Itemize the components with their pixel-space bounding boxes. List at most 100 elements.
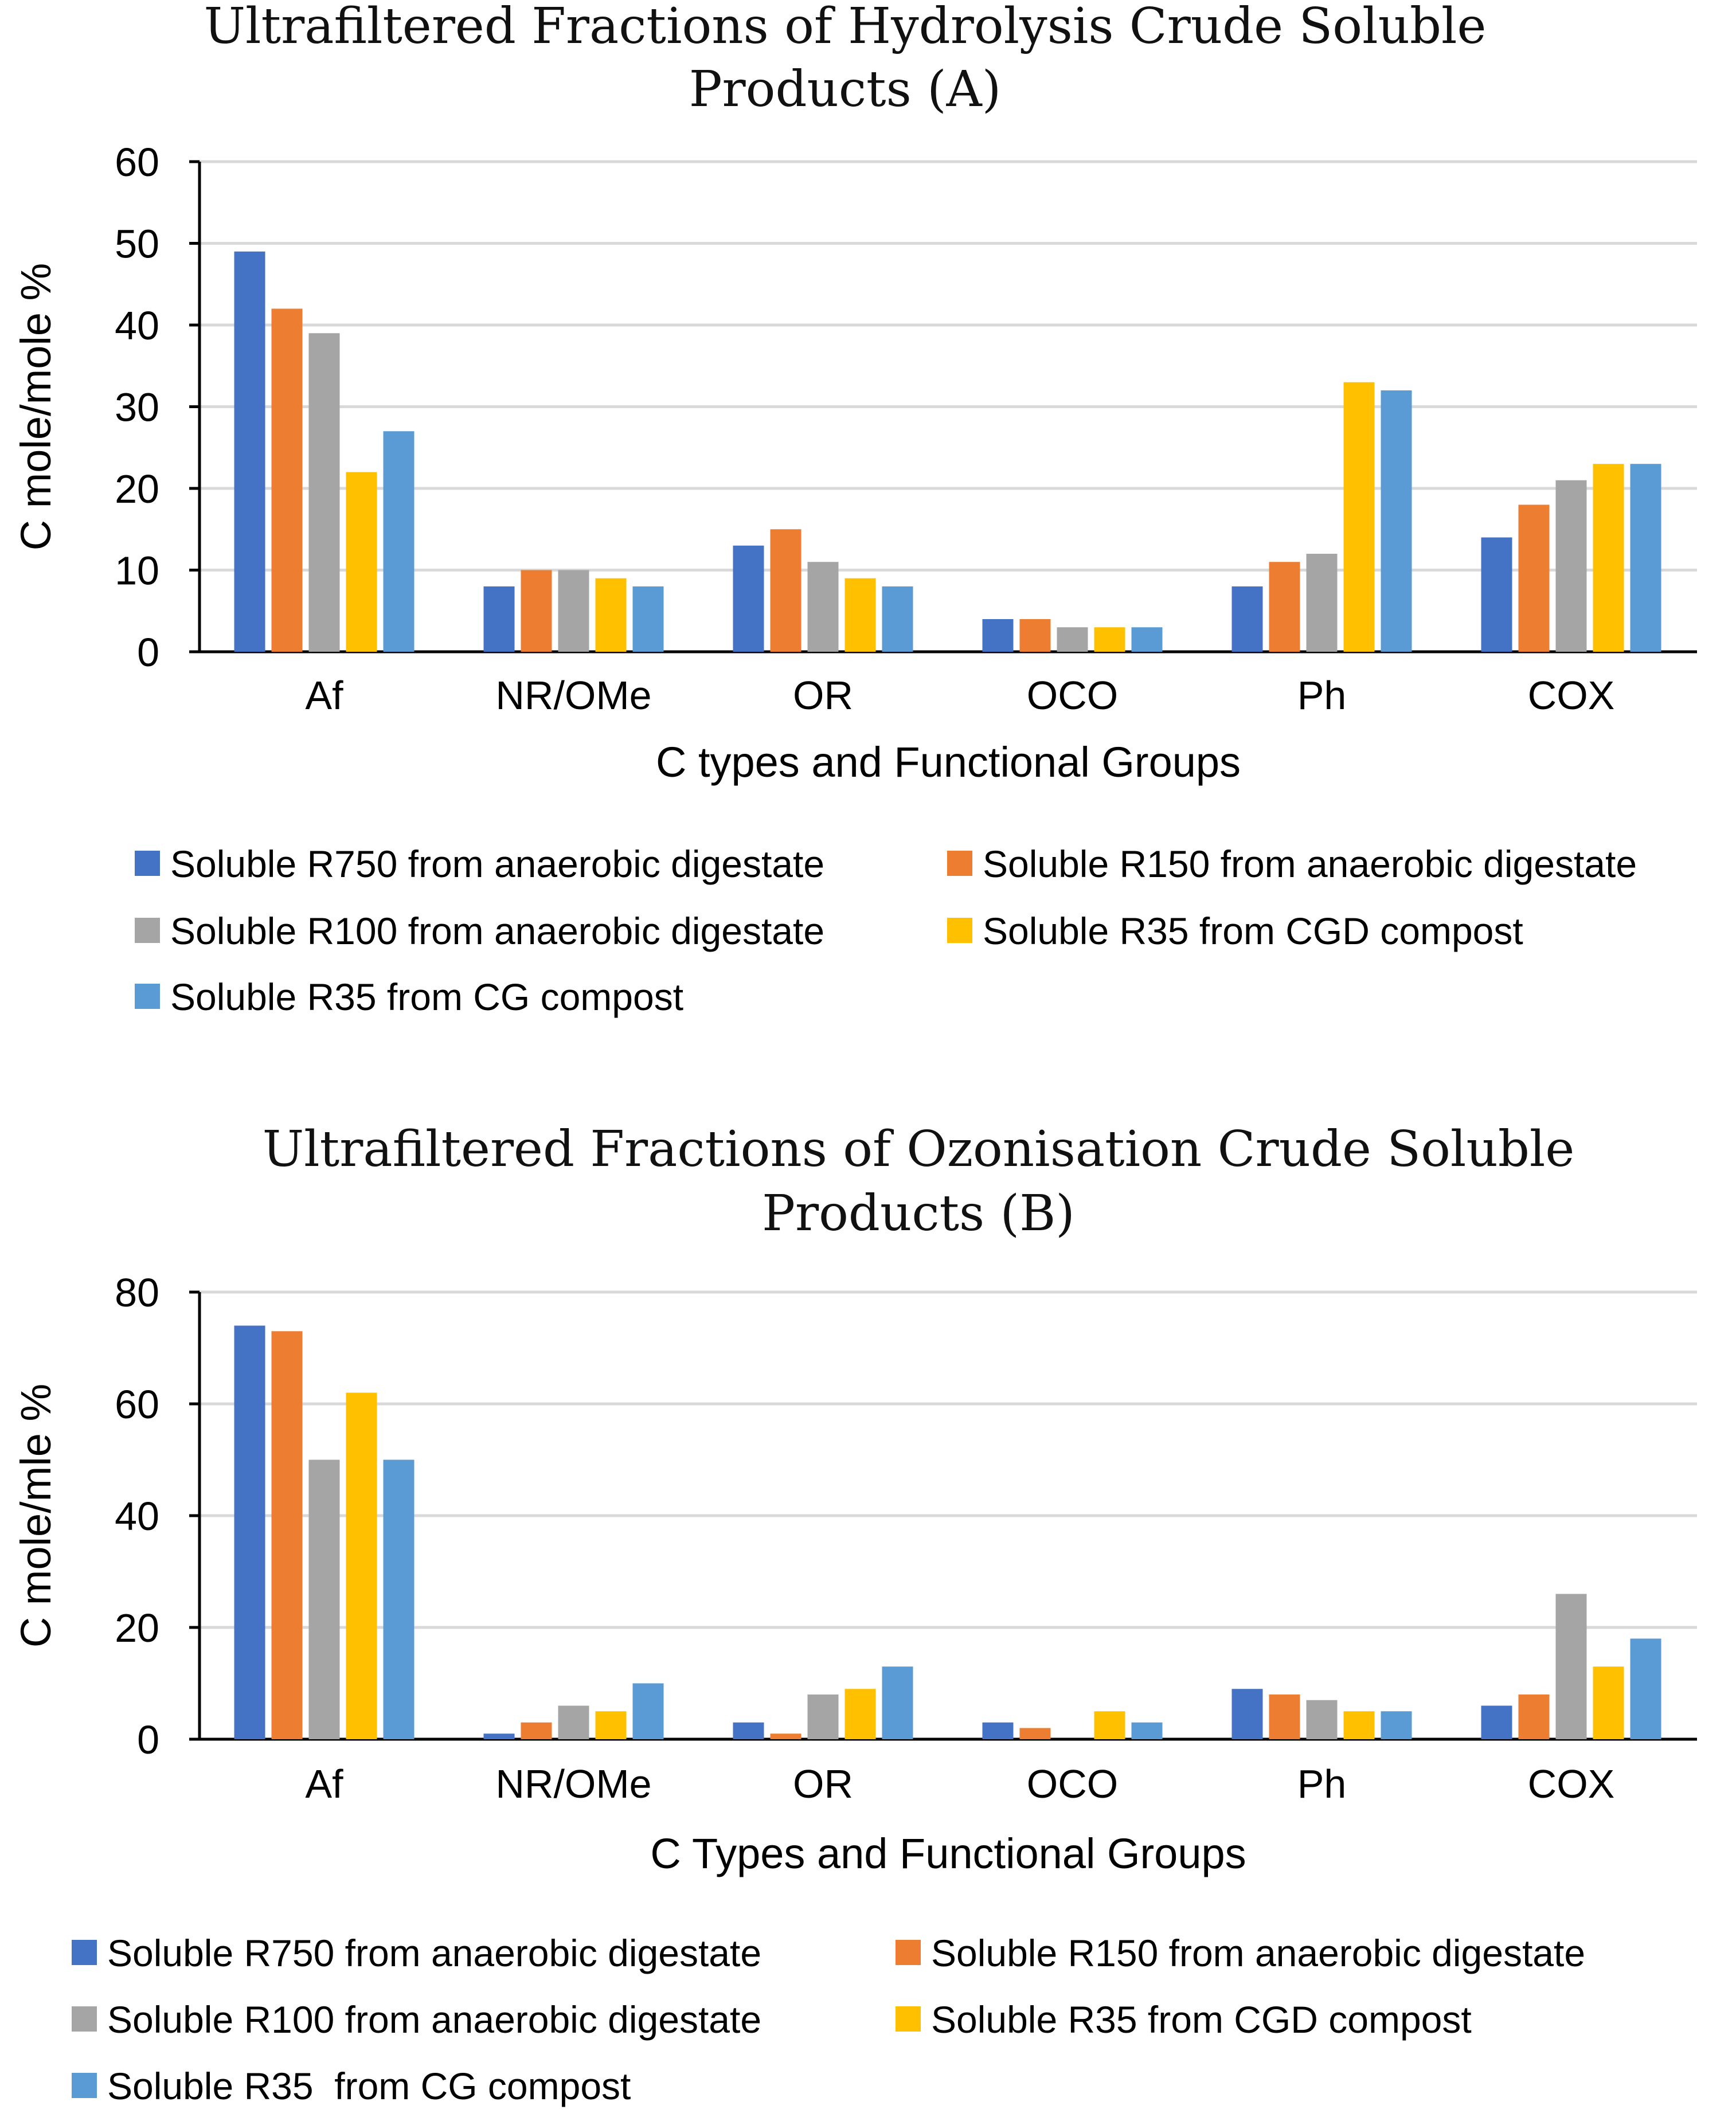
x-tick-label: Ph (1297, 673, 1347, 718)
legend: Soluble R750 from anaerobic digestate Sol… (135, 843, 1637, 1018)
bar-ph-series-1 (1231, 1689, 1263, 1739)
bar-af-series-1 (234, 251, 265, 652)
y-tick-label: 50 (115, 222, 159, 267)
legend-swatch (135, 918, 160, 943)
bar-cox-series-5 (1630, 1638, 1661, 1739)
x-tick-label: Af (305, 1762, 343, 1806)
legend-label: Soluble R35 from CGD compost (983, 910, 1523, 952)
bar-nr-ome-series-1 (483, 586, 515, 652)
bar-af-series-2 (271, 308, 303, 652)
legend-label: Soluble R750 from anaerobic digestate (107, 1932, 761, 1974)
bar-or-series-3 (807, 1694, 839, 1739)
x-tick-label: COX (1528, 1762, 1615, 1806)
legend-swatch (72, 1940, 97, 1965)
legend-item: Soluble R35 from CG compost (135, 976, 683, 1018)
bar-af-series-2 (271, 1331, 303, 1739)
bar-oco-series-5 (1131, 1722, 1163, 1739)
legend: Soluble R750 from anaerobic digestate Sol… (72, 1932, 1585, 2107)
bar-af-series-4 (346, 472, 377, 652)
bar-or-series-5 (882, 586, 913, 652)
y-tick-label: 30 (115, 385, 159, 430)
legend-item: Soluble R750 from anaerobic digestate (72, 1932, 761, 1974)
legend-item: Soluble R35 from CGD compost (896, 1998, 1472, 2041)
legend-label: Soluble R150 from anaerobic digestate (983, 843, 1637, 885)
bar-or-series-3 (807, 562, 839, 652)
bar-af-series-3 (308, 1459, 340, 1739)
legend-label: Soluble R750 from anaerobic digestate (170, 843, 824, 885)
y-tick-label: 10 (115, 549, 159, 593)
bar-nr-ome-series-4 (595, 578, 627, 652)
legend-swatch (896, 2006, 921, 2032)
bar-oco-series-1 (982, 1722, 1014, 1739)
x-tick-label: Af (305, 673, 343, 718)
bar-cox-series-4 (1593, 464, 1624, 652)
bar-or-series-2 (770, 1733, 801, 1739)
legend-label: Soluble R100 from anaerobic digestate (107, 1998, 761, 2041)
x-axis-title: C Types and Functional Groups (650, 1830, 1246, 1877)
x-tick-label: COX (1528, 673, 1615, 718)
legend-label: Soluble R100 from anaerobic digestate (170, 910, 824, 952)
legend-swatch (896, 1940, 921, 1965)
bar-or-series-1 (733, 1722, 764, 1739)
bar-nr-ome-series-2 (521, 570, 552, 652)
legend-label: Soluble R35 from CG compost (170, 976, 683, 1018)
y-axis-title: C mole/mle % (12, 1384, 60, 1648)
bar-af-series-4 (346, 1392, 377, 1739)
chart-b: Ultrafiltered Fractions of Ozonisation C… (12, 1121, 1697, 2107)
chart-a: Ultrafiltered Fractions of Hydrolysis Cr… (12, 0, 1697, 1018)
bar-nr-ome-series-1 (483, 1733, 515, 1739)
legend-label: Soluble R35 from CGD compost (931, 1998, 1472, 2041)
legend-swatch (135, 851, 160, 876)
legend-swatch (947, 851, 972, 876)
bar-ph-series-2 (1269, 1694, 1300, 1739)
bar-or-series-5 (882, 1666, 913, 1739)
bar-af-series-1 (234, 1325, 265, 1739)
legend-item: Soluble R100 from anaerobic digestate (72, 1998, 761, 2041)
chart-title: Ultrafiltered Fractions of Hydrolysis Cr… (204, 0, 1487, 55)
legend-item: Soluble R150 from anaerobic digestate (947, 843, 1637, 885)
bar-or-series-4 (844, 1689, 876, 1739)
bar-cox-series-3 (1555, 480, 1587, 652)
y-tick-label: 0 (137, 630, 159, 675)
bar-oco-series-3 (1057, 627, 1088, 652)
chart-title: Ultrafiltered Fractions of Ozonisation C… (263, 1121, 1575, 1178)
legend-label: Soluble R35 from CG compost (107, 2065, 631, 2107)
bar-cox-series-4 (1593, 1666, 1624, 1739)
bar-af-series-3 (308, 333, 340, 652)
legend-swatch (135, 984, 160, 1009)
bar-cox-series-1 (1481, 1705, 1512, 1739)
bar-cox-series-2 (1518, 504, 1550, 652)
bar-oco-series-2 (1019, 619, 1051, 652)
bar-ph-series-3 (1306, 1700, 1338, 1739)
legend-label: Soluble R150 from anaerobic digestate (931, 1932, 1585, 1974)
y-tick-label: 20 (115, 1606, 159, 1650)
x-tick-label: Ph (1297, 1762, 1347, 1806)
y-tick-label: 40 (115, 1494, 159, 1539)
bar-oco-series-4 (1094, 1711, 1125, 1739)
legend-swatch (72, 2006, 97, 2032)
legend-swatch (72, 2073, 97, 2098)
bar-cox-series-3 (1555, 1594, 1587, 1739)
bar-nr-ome-series-4 (595, 1711, 627, 1739)
bar-oco-series-2 (1019, 1728, 1051, 1739)
bar-nr-ome-series-3 (558, 570, 589, 652)
bar-nr-ome-series-2 (521, 1722, 552, 1739)
y-tick-label: 40 (115, 303, 159, 348)
bar-nr-ome-series-3 (558, 1705, 589, 1739)
bar-nr-ome-series-5 (632, 586, 664, 652)
bar-or-series-4 (844, 578, 876, 652)
bar-af-series-5 (383, 431, 415, 652)
legend-swatch (947, 918, 972, 943)
bar-ph-series-2 (1269, 562, 1300, 652)
bar-ph-series-3 (1306, 554, 1338, 652)
bar-cox-series-2 (1518, 1694, 1550, 1739)
legend-item: Soluble R35 from CG compost (72, 2065, 631, 2107)
bar-cox-series-5 (1630, 464, 1661, 652)
y-axis-title: C mole/mole % (12, 263, 60, 551)
bar-cox-series-1 (1481, 537, 1512, 652)
legend-item: Soluble R100 from anaerobic digestate (135, 910, 824, 952)
x-axis-title: C types and Functional Groups (656, 738, 1241, 786)
legend-item: Soluble R750 from anaerobic digestate (135, 843, 824, 885)
